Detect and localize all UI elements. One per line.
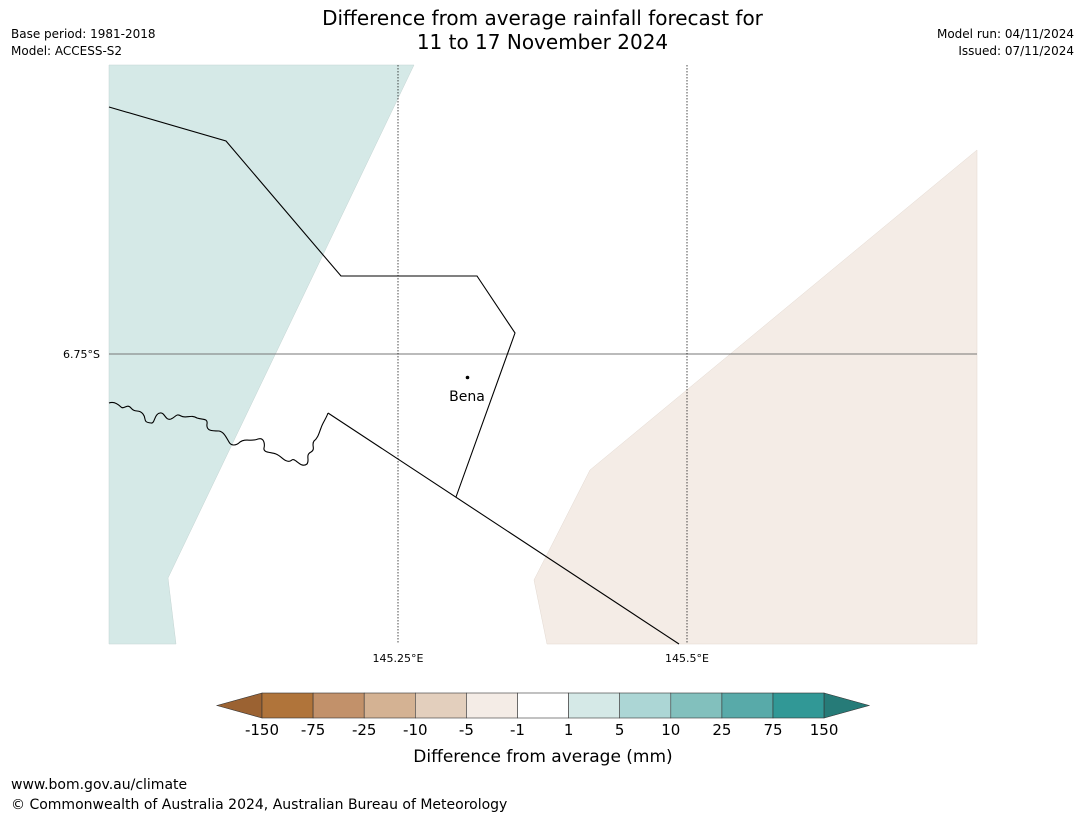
map-title: Difference from average rainfall forecas…	[0, 6, 1085, 54]
colorbar-segment	[261, 692, 314, 719]
footer-url: www.bom.gov.au/climate	[11, 777, 188, 793]
colorbar-tick-label: -1	[510, 721, 525, 739]
colorbar-tick-label: 5	[615, 721, 625, 739]
colorbar-segment	[721, 692, 774, 719]
colorbar-segment	[670, 692, 723, 719]
boundary-line-north	[108, 106, 516, 498]
model-run-text: Model run: 04/11/2024	[936, 27, 1074, 41]
colorbar-segment	[363, 692, 416, 719]
colorbar-segment	[568, 692, 620, 719]
colorbar-tick-label: -25	[352, 721, 377, 739]
base-period-text: Base period: 1981-2018	[11, 27, 156, 41]
colorbar-extend-high	[823, 692, 871, 719]
boundary-line-south	[327, 412, 680, 645]
meta-right: Model run: 04/11/2024 Issued: 07/11/2024	[937, 26, 1074, 60]
meta-left: Base period: 1981-2018 Model: ACCESS-S2	[11, 26, 156, 60]
title-line-2: 11 to 17 November 2024	[416, 30, 669, 54]
colorbar-tick-label: 25	[712, 721, 731, 739]
colorbar-segment	[466, 692, 518, 719]
colorbar-segment	[772, 692, 825, 719]
footer-copyright: © Commonwealth of Australia 2024, Austra…	[11, 797, 508, 813]
colorbar: -150 -75 -25 -10 -5 -1 1 5 10 25 75 150	[215, 692, 871, 739]
latitude-label: 6.75°S	[63, 348, 100, 361]
map-figure: Bena 6.75°S 145.25°E 145.5°E -150 -75 -25-…	[63, 64, 978, 767]
place-label-bena: Bena	[449, 389, 485, 405]
longitude-label-2: 145.5°E	[665, 652, 709, 665]
colorbar-tick-label: 150	[810, 721, 839, 739]
dry-anomaly-region	[533, 149, 978, 645]
colorbar-label: Difference from average (mm)	[413, 747, 672, 767]
title-line-1: Difference from average rainfall forecas…	[322, 6, 763, 30]
colorbar-segment	[619, 692, 672, 719]
river-boundary-line	[108, 401, 329, 466]
colorbar-tick-label: 1	[564, 721, 574, 739]
longitude-label-1: 145.25°E	[373, 652, 424, 665]
colorbar-tick-label: -150	[245, 721, 279, 739]
bena-location-dot	[465, 375, 470, 380]
colorbar-tick-label: -5	[459, 721, 474, 739]
footer: www.bom.gov.au/climate © Commonwealth of…	[11, 775, 507, 815]
model-text: Model: ACCESS-S2	[11, 44, 123, 58]
colorbar-segment	[312, 692, 365, 719]
colorbar-extend-low	[215, 692, 263, 719]
colorbar-segment	[414, 692, 467, 719]
colorbar-tick-label: -75	[301, 721, 326, 739]
colorbar-tick-label: 75	[763, 721, 782, 739]
colorbar-tick-label: 10	[661, 721, 680, 739]
issued-text: Issued: 07/11/2024	[958, 44, 1074, 58]
colorbar-segment	[517, 692, 569, 719]
colorbar-tick-label: -10	[403, 721, 428, 739]
